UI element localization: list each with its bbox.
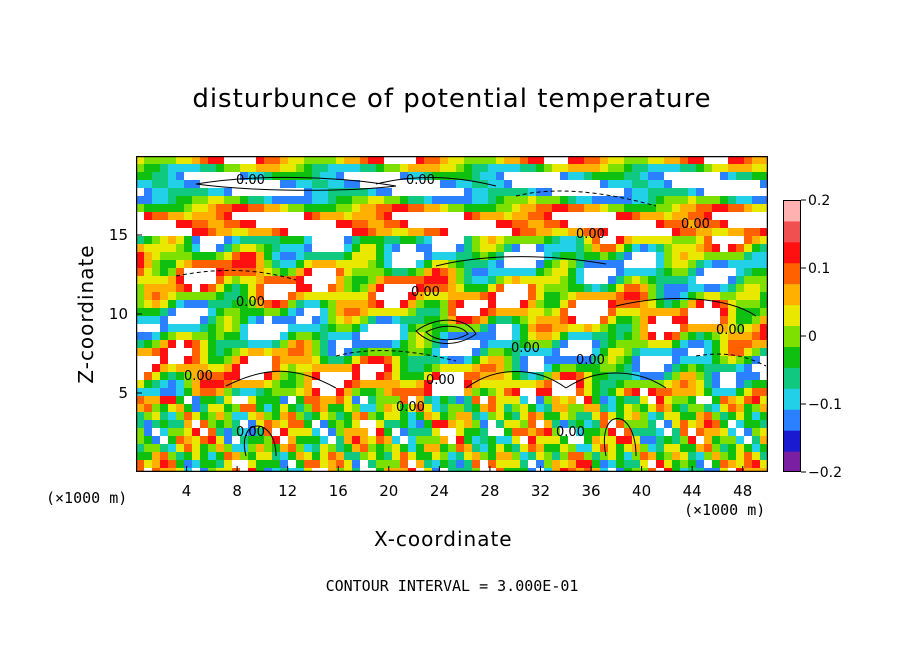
heatmap-plot-area: 0.00 0.000.000.000.000.000.000.000.000.00… bbox=[136, 156, 768, 472]
y-tick-label: 15 bbox=[109, 226, 128, 244]
x-tick-label: 36 bbox=[581, 482, 600, 500]
contour-label: 0.00 bbox=[426, 373, 455, 388]
colorbar-frame bbox=[783, 200, 801, 472]
contour-label: 0.00 bbox=[184, 369, 213, 384]
contour-label: 0.00 bbox=[396, 400, 425, 415]
y-axis-label: Z-coordinate bbox=[74, 244, 98, 384]
colorbar-tick-label: −0.2 bbox=[808, 465, 842, 481]
colorbar-segment bbox=[783, 200, 801, 222]
contour-label: 0.00 bbox=[236, 425, 265, 440]
x-tick-label: 4 bbox=[182, 482, 192, 500]
contour-label: 0.00 bbox=[236, 173, 265, 188]
colorbar-segment bbox=[783, 346, 801, 368]
contour-line bbox=[515, 190, 657, 207]
contour-line bbox=[603, 418, 637, 457]
contour-line bbox=[425, 325, 469, 341]
x-tick-label: 40 bbox=[632, 482, 651, 500]
contour-label: 0.00 bbox=[681, 217, 710, 232]
contour-line bbox=[195, 176, 397, 191]
contour-line bbox=[695, 353, 767, 367]
y-tick-label: 10 bbox=[109, 305, 128, 323]
contour-line bbox=[615, 298, 757, 317]
y-tick-label: 5 bbox=[118, 384, 128, 402]
contour-line bbox=[465, 371, 567, 389]
colorbar-segment bbox=[783, 325, 801, 347]
x-tick-label: 8 bbox=[232, 482, 242, 500]
contour-line bbox=[435, 256, 607, 267]
contour-line bbox=[175, 269, 297, 281]
colorbar-segment bbox=[783, 367, 801, 389]
negative-contour-lines bbox=[175, 190, 767, 367]
colorbar-tick-label: −0.1 bbox=[808, 397, 842, 413]
x-tick-label: 24 bbox=[430, 482, 449, 500]
contour-line bbox=[225, 370, 337, 389]
colorbar bbox=[783, 200, 801, 472]
x-tick-label: 16 bbox=[329, 482, 348, 500]
x-unit-label-left: (×1000 m) bbox=[46, 489, 128, 507]
x-tick-label: 32 bbox=[531, 482, 550, 500]
contour-line bbox=[565, 372, 667, 389]
contour-line bbox=[415, 319, 477, 344]
heatmap-cells bbox=[136, 156, 768, 472]
contour-line bbox=[375, 176, 497, 187]
x-tick-label: 28 bbox=[480, 482, 499, 500]
contour-label: 0.00 bbox=[576, 227, 605, 242]
colorbar-tick-label: 0.1 bbox=[808, 261, 830, 277]
x-unit-label-right: (×1000 m) bbox=[684, 501, 766, 519]
contour-label: 0.00 bbox=[411, 285, 440, 300]
colorbar-segment bbox=[783, 430, 801, 452]
colorbar-segment bbox=[783, 283, 801, 306]
colorbar-segment bbox=[783, 409, 801, 431]
x-tick-label: 12 bbox=[278, 482, 297, 500]
x-tick-label: 44 bbox=[683, 482, 702, 500]
colorbar-segment bbox=[783, 262, 801, 285]
contour-lines bbox=[195, 176, 757, 457]
contour-label: 0.00 bbox=[576, 353, 605, 368]
chart-title: disturbunce of potential temperature bbox=[192, 84, 712, 114]
contour-label: 0.00 bbox=[236, 295, 265, 310]
colorbar-tick-label: 0 bbox=[808, 329, 817, 345]
colorbar-segment bbox=[783, 388, 801, 410]
colorbar-segment bbox=[783, 241, 801, 264]
colorbar-segment bbox=[783, 220, 801, 243]
contour-label: 0.00 bbox=[406, 173, 435, 188]
contour-interval-note: CONTOUR INTERVAL = 3.000E-01 bbox=[325, 577, 579, 595]
x-tick-label: 48 bbox=[733, 482, 752, 500]
colorbar-segment bbox=[783, 451, 801, 472]
colorbar-segment bbox=[783, 304, 801, 327]
x-tick-label: 20 bbox=[379, 482, 398, 500]
contour-label: 0.00 bbox=[511, 341, 540, 356]
colorbar-tick-label: 0.2 bbox=[808, 193, 830, 209]
x-axis-label: X-coordinate bbox=[374, 527, 513, 551]
contour-line bbox=[243, 425, 277, 457]
contour-line bbox=[335, 350, 457, 362]
contour-label: 0.00 bbox=[556, 425, 585, 440]
contour-label: 0.00 bbox=[716, 323, 745, 338]
